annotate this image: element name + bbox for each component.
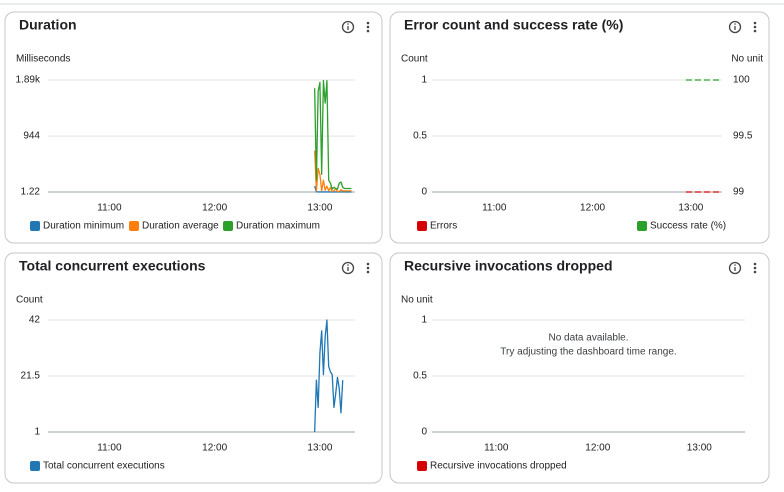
menu-icon-dot[interactable] [753,262,757,266]
info-icon[interactable] [728,261,742,275]
menu-icon-dot[interactable] [366,270,370,274]
x-tick-label: 12:00 [585,443,610,454]
legend-label[interactable]: Duration average [142,221,219,232]
y-tick-label: 1.22 [21,187,41,198]
y2-tick-label: 99 [733,187,745,198]
menu-icon-dot[interactable] [366,262,370,266]
y-tick-label: 0 [421,427,427,438]
x-tick-label: 11:00 [97,443,122,454]
y-tick-label: 1 [421,75,427,86]
y-tick-label: 944 [23,131,40,142]
legend-swatch [30,221,40,231]
legend-swatch [417,221,427,231]
info-icon-dot [347,23,349,25]
y2-axis-label: No unit [731,54,763,65]
legend-swatch [129,221,139,231]
y-axis-label: No unit [401,295,433,306]
x-tick-label: 11:00 [482,203,507,214]
series-line [314,319,344,433]
x-tick-label: 12:00 [202,443,227,454]
y-tick-label: 0.5 [413,371,427,382]
y2-tick-label: 99.5 [733,131,753,142]
y-tick-label: 0 [421,187,427,198]
panel-title: Error count and success rate (%) [404,17,623,33]
x-tick-label: 12:00 [580,203,605,214]
legend-label[interactable]: Duration minimum [43,221,124,232]
info-icon-dot [347,264,349,266]
legend-label[interactable]: Errors [430,221,457,232]
menu-icon-dot[interactable] [753,29,757,33]
y-tick-label: 1.89k [16,75,41,86]
x-tick-label: 11:00 [97,203,122,214]
panel-title: Duration [19,17,77,33]
x-tick-label: 13:00 [678,203,703,214]
menu-icon-dot[interactable] [753,25,757,29]
menu-icon-dot[interactable] [753,21,757,25]
x-tick-label: 13:00 [307,443,332,454]
menu-icon-dot[interactable] [366,21,370,25]
y-axis-label: Milliseconds [16,54,70,65]
y-tick-label: 1 [421,315,427,326]
x-tick-label: 12:00 [202,203,227,214]
menu-icon-dot[interactable] [366,29,370,33]
panel [4,11,383,244]
legend-label[interactable]: Recursive invocations dropped [430,461,567,472]
legend-label[interactable]: Success rate (%) [650,221,726,232]
info-icon[interactable] [341,20,355,34]
x-tick-label: 13:00 [687,443,712,454]
info-icon[interactable] [341,261,355,275]
y-tick-label: 42 [29,315,41,326]
no-data-note: Try adjusting the dashboard time range. [500,347,676,358]
panel [389,252,770,484]
series-line [314,150,352,193]
y-tick-label: 0.5 [413,131,427,142]
legend-label[interactable]: Duration maximum [236,221,320,232]
panel [4,252,383,484]
menu-icon-dot[interactable] [753,270,757,274]
y-axis-label: Count [16,295,43,306]
menu-icon-dot[interactable] [753,266,757,270]
panel-title: Total concurrent executions [19,258,206,274]
y-tick-label: 21.5 [21,371,41,382]
legend-swatch [223,221,233,231]
x-tick-label: 11:00 [484,443,509,454]
info-icon-dot [734,23,736,25]
menu-icon-dot[interactable] [366,266,370,270]
y2-tick-label: 100 [733,75,750,86]
panel-title: Recursive invocations dropped [404,258,613,274]
legend-swatch [30,461,40,471]
x-tick-label: 13:00 [307,203,332,214]
y-tick-label: 1 [34,427,40,438]
series-line [314,79,352,190]
no-data-note: No data available. [548,333,628,344]
legend-swatch [417,461,427,471]
menu-icon-dot[interactable] [366,25,370,29]
panel [389,11,770,244]
y-axis-label: Count [401,54,428,65]
info-icon[interactable] [728,20,742,34]
legend-swatch [637,221,647,231]
info-icon-dot [734,264,736,266]
legend-label[interactable]: Total concurrent executions [43,461,165,472]
series-line [314,185,352,193]
